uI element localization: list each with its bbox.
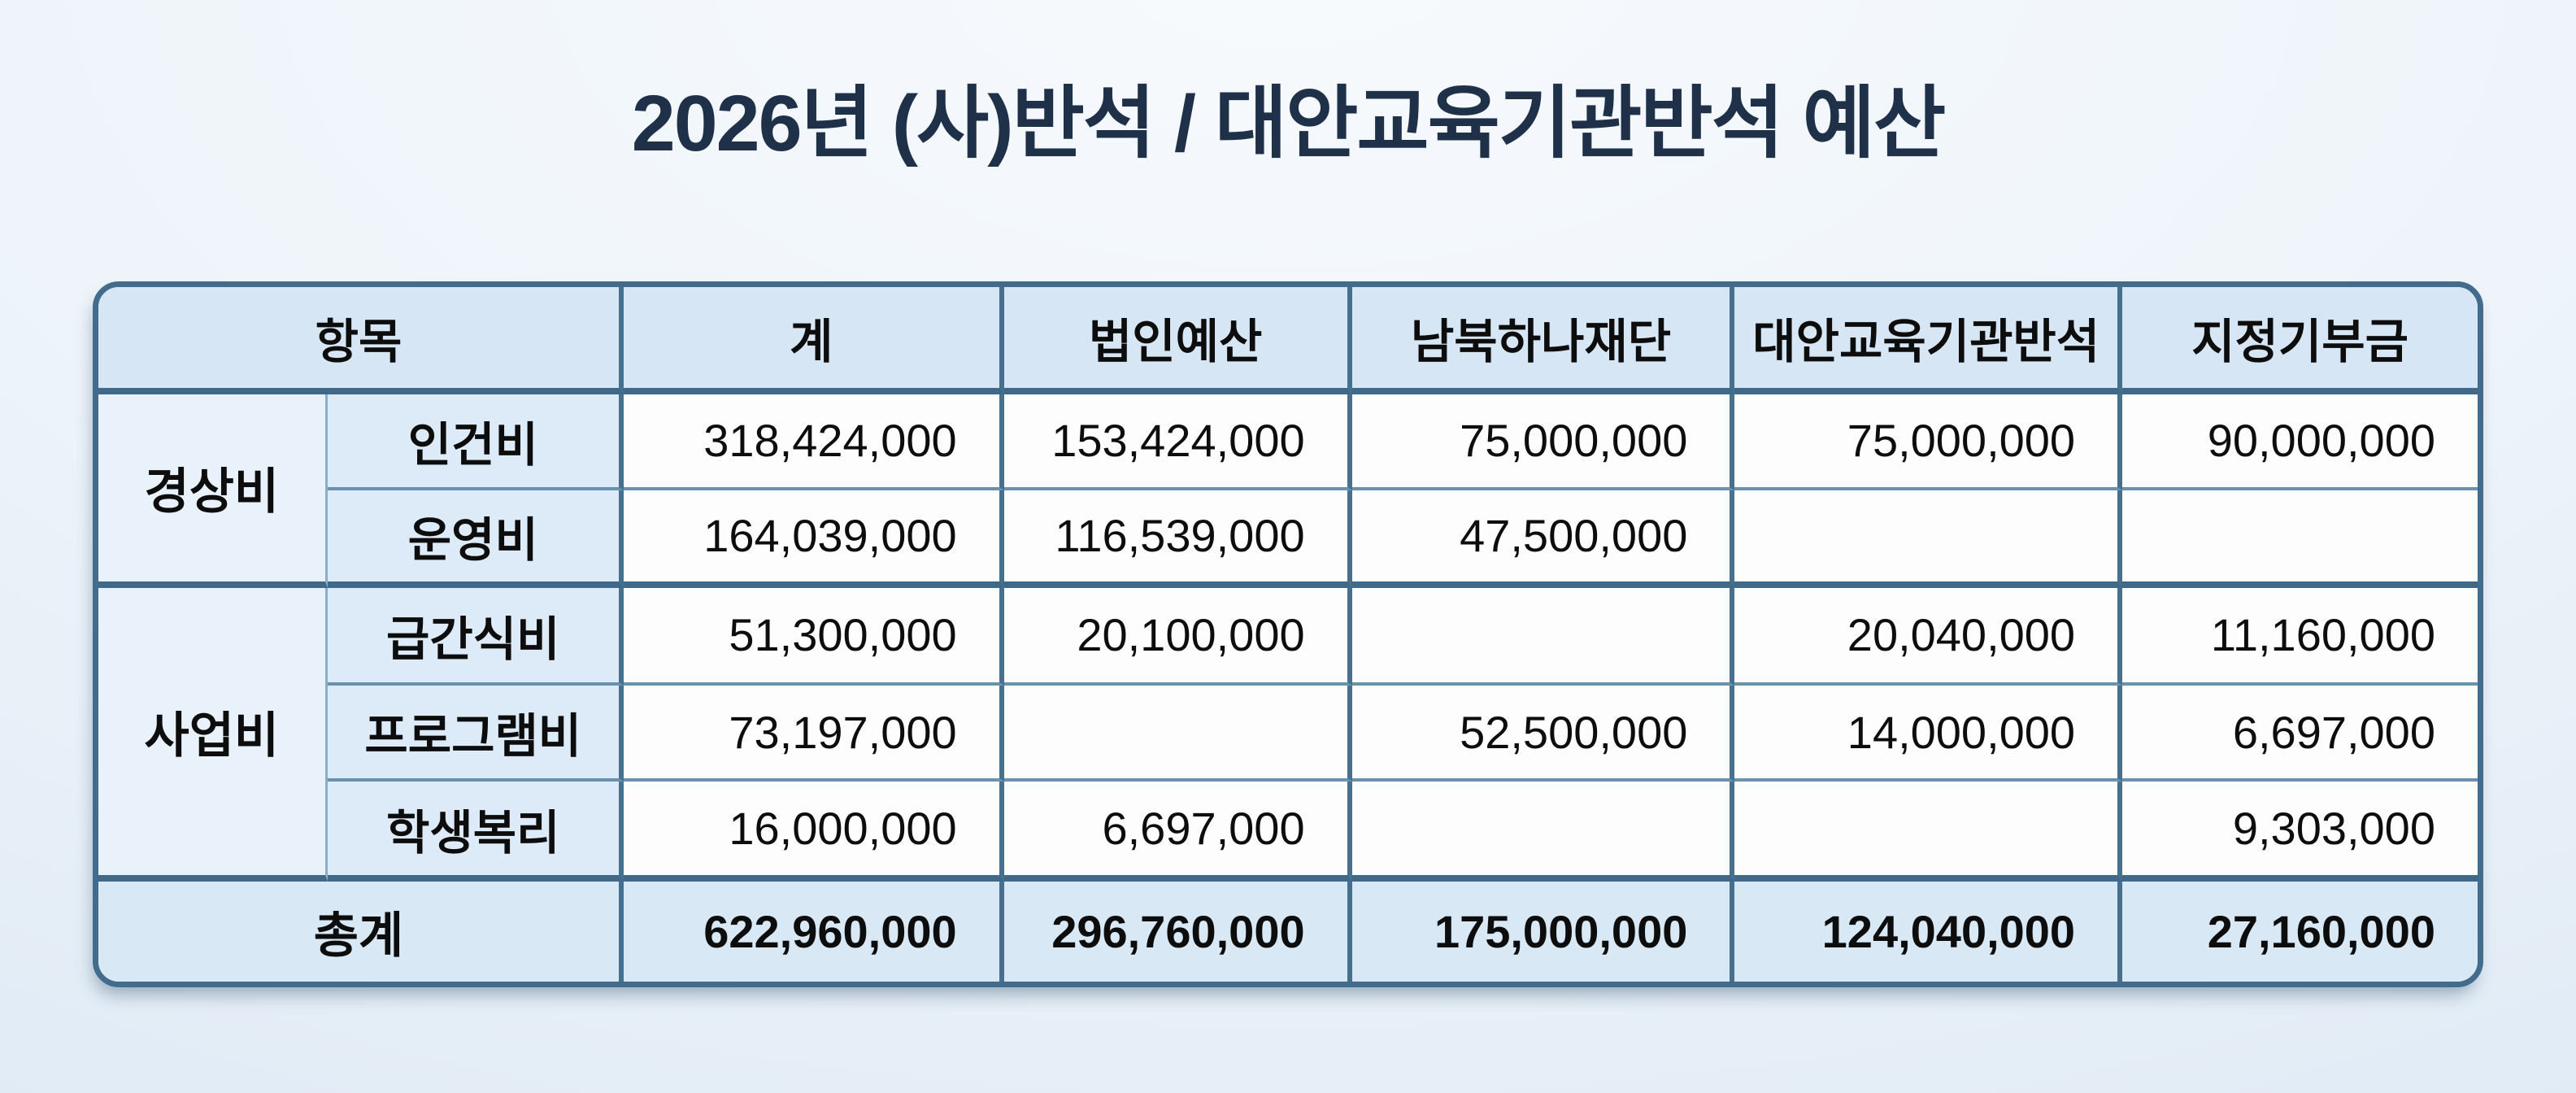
- value-cell: 75,000,000: [1734, 394, 2123, 490]
- group-cell-ordinary-expenses: 경상비: [98, 394, 328, 588]
- value-cell: [1734, 782, 2123, 882]
- item-cell-student-welfare: 학생복리: [327, 782, 624, 882]
- item-cell-operating: 운영비: [327, 490, 624, 588]
- group-cell-project-expenses: 사업비: [98, 587, 328, 882]
- value-cell: 14,000,000: [1734, 686, 2123, 782]
- value-cell: [2122, 490, 2478, 588]
- value-cell: 116,539,000: [1003, 490, 1352, 588]
- value-cell: 90,000,000: [2122, 394, 2478, 490]
- item-cell-program: 프로그램비: [327, 686, 624, 782]
- header-cell-designated-donation: 지정기부금: [2122, 287, 2478, 394]
- total-value-cell: 27,160,000: [2122, 882, 2478, 982]
- total-value-cell: 124,040,000: [1734, 882, 2123, 982]
- value-cell: 20,040,000: [1734, 587, 2123, 686]
- value-cell: 6,697,000: [2122, 686, 2478, 782]
- value-cell: 9,303,000: [2122, 782, 2478, 882]
- value-cell: 73,197,000: [623, 686, 1004, 782]
- header-cell-item: 항목: [98, 287, 624, 394]
- value-cell: 11,160,000: [2122, 587, 2478, 686]
- value-cell: 153,424,000: [1003, 394, 1352, 490]
- value-cell: 51,300,000: [623, 587, 1004, 686]
- header-cell-alt-edu: 대안교육기관반석: [1734, 287, 2123, 394]
- total-value-cell: 175,000,000: [1351, 882, 1735, 982]
- value-cell: 318,424,000: [623, 394, 1004, 490]
- header-cell-hana-foundation: 남북하나재단: [1351, 287, 1735, 394]
- value-cell: [1351, 782, 1735, 882]
- value-cell: 20,100,000: [1003, 587, 1352, 686]
- total-value-cell: 622,960,000: [623, 882, 1004, 982]
- value-cell: 164,039,000: [623, 490, 1004, 588]
- header-cell-total: 계: [623, 287, 1004, 394]
- value-cell: 75,000,000: [1351, 394, 1735, 490]
- page-title: 2026년 (사)반석 / 대안교육기관반석 예산: [631, 79, 1947, 168]
- value-cell: [1351, 587, 1735, 686]
- value-cell: [1734, 490, 2123, 588]
- value-cell: 16,000,000: [623, 782, 1004, 882]
- total-label-cell: 총계: [98, 882, 624, 982]
- item-cell-meals: 급간식비: [327, 587, 624, 686]
- item-cell-personnel: 인건비: [327, 394, 624, 490]
- budget-table: 항목 계 법인예산 남북하나재단 대안교육기관반석 지정기부금 경상비 인건비 …: [93, 281, 2483, 987]
- value-cell: 47,500,000: [1351, 490, 1735, 588]
- header-cell-corp-budget: 법인예산: [1003, 287, 1352, 394]
- value-cell: 6,697,000: [1003, 782, 1352, 882]
- total-value-cell: 296,760,000: [1003, 882, 1352, 982]
- value-cell: [1003, 686, 1352, 782]
- value-cell: 52,500,000: [1351, 686, 1735, 782]
